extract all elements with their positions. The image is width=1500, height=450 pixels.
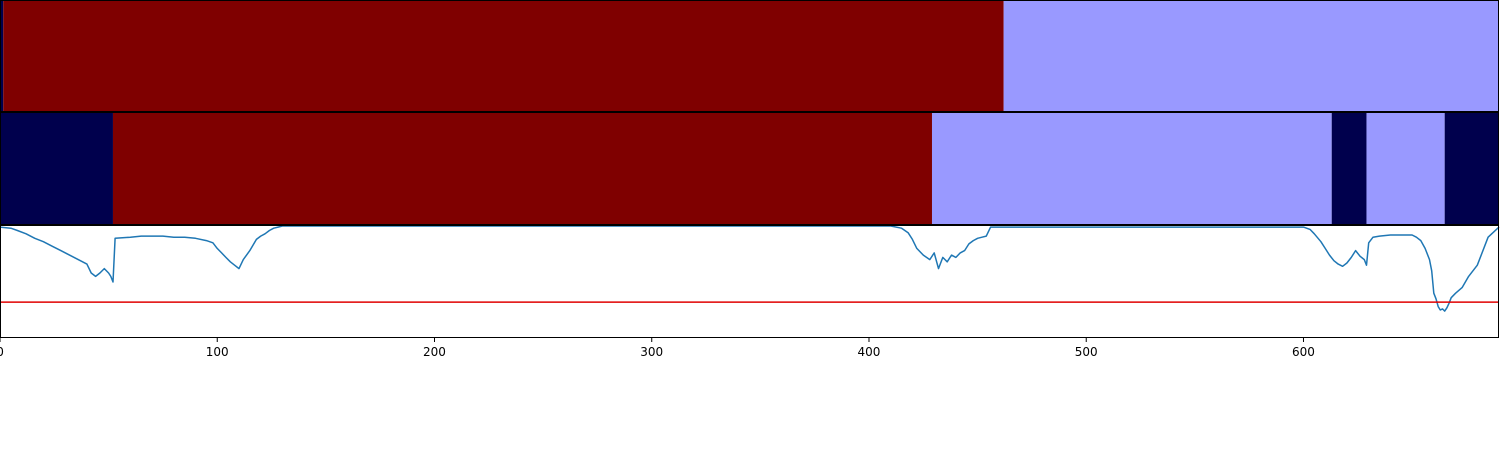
- track-1-segment-2: [3, 1, 1004, 112]
- track-1-segment-3: [1003, 1, 1499, 112]
- x-axis: 0 100 200 300 400 500 600: [0, 338, 1315, 359]
- series-layer: [0, 225, 1500, 312]
- axes-frame-2: [0, 112, 1499, 225]
- x-tick-label-200: 200: [423, 345, 446, 359]
- x-tick-label-300: 300: [640, 345, 663, 359]
- track-2-segment-5: [1366, 113, 1445, 225]
- x-tick-label-500: 500: [1075, 345, 1098, 359]
- track-2-segment-6: [1444, 113, 1499, 225]
- series-line-1: [0, 225, 1500, 312]
- plot-background: [0, 226, 1499, 338]
- axes-frame-3: [0, 225, 1499, 338]
- axes-frames: [0, 0, 1499, 338]
- line-plot-area: [0, 225, 1500, 338]
- x-tick-label-400: 400: [858, 345, 881, 359]
- track-2-segment-1: [0, 113, 113, 225]
- x-tick-label-100: 100: [206, 345, 229, 359]
- track-2-segment-4: [1331, 113, 1367, 225]
- axes-frame-1: [0, 0, 1499, 112]
- track-1-segment-1: [0, 1, 4, 112]
- x-tick-label-0: 0: [0, 345, 4, 359]
- x-tick-label-600: 600: [1292, 345, 1315, 359]
- track-2-segment-3: [931, 113, 1332, 225]
- segment-track-1: [0, 1, 1499, 112]
- track-2-segment-2: [112, 113, 932, 225]
- segment-track-2: [0, 113, 1499, 225]
- segment-tracks: [0, 1, 1499, 225]
